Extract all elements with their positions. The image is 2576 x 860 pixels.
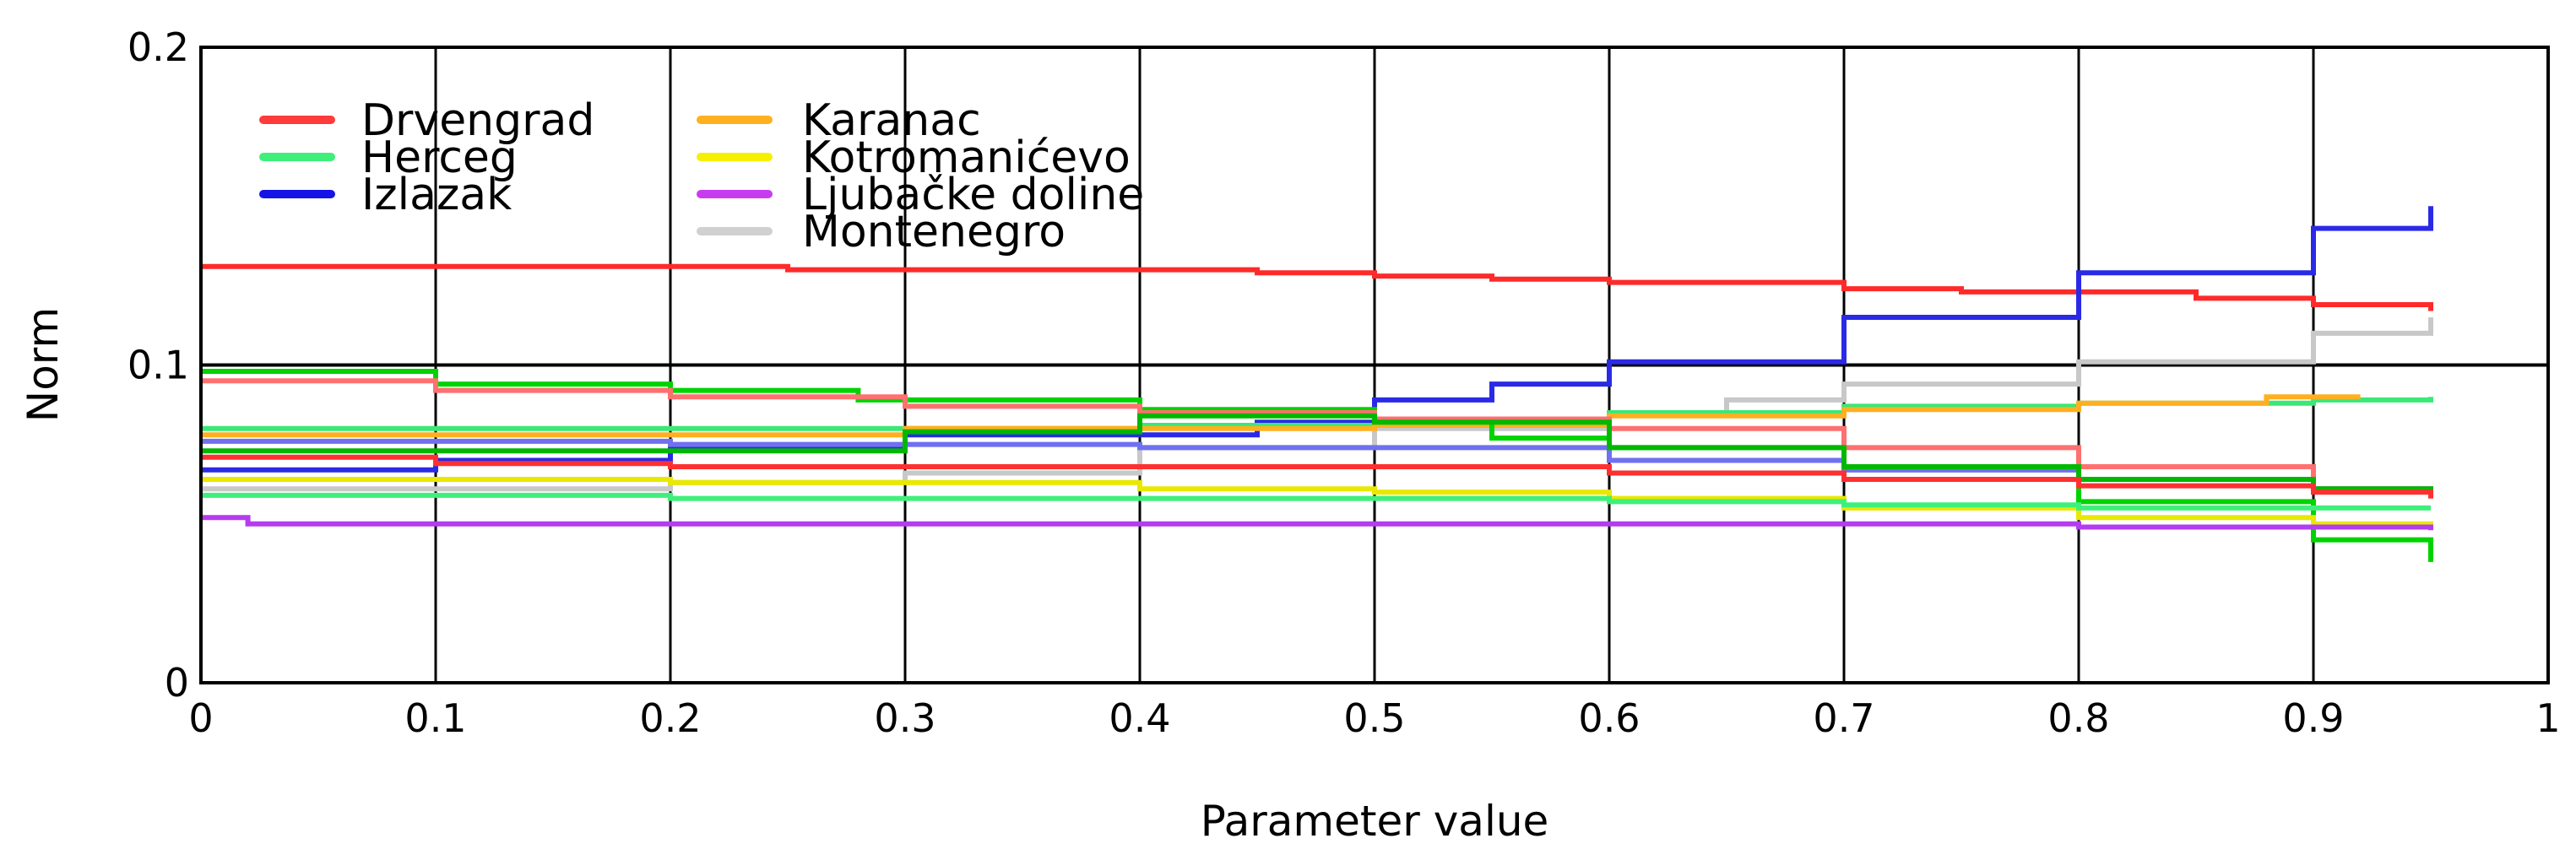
x-tick-label: 0.1 (404, 695, 466, 741)
series-line-9 (201, 413, 2433, 493)
series-line-5 (201, 394, 2361, 438)
series-line-13 (201, 515, 2433, 531)
x-tick-labels: 0 0.1 0.2 0.3 0.4 0.5 0.6 0.7 0.8 0.9 1 (188, 695, 2560, 741)
legend-label: Karanac (802, 95, 981, 146)
series-line-12 (201, 492, 2431, 511)
x-tick-label: 0.2 (639, 695, 701, 741)
y-tick-label: 0.2 (127, 24, 189, 70)
x-tick-label: 0.4 (1109, 695, 1170, 741)
x-tick-label: 0.3 (874, 695, 935, 741)
x-tick-label: 1 (2535, 695, 2560, 741)
y-tick-label: 0.1 (127, 343, 189, 388)
x-tick-label: 0.7 (1813, 695, 1874, 741)
x-tick-label: 0.5 (1343, 695, 1405, 741)
legend-label: Drvengrad (361, 95, 594, 146)
legend-label: Ljubačke doline (802, 170, 1144, 220)
series-line-1 (201, 263, 2433, 311)
y-tick-label: 0 (165, 660, 189, 706)
y-axis-label: Norm (19, 307, 68, 422)
series-line-10 (201, 454, 2433, 499)
plot-frame (199, 46, 2550, 684)
x-axis-label: Parameter value (1201, 797, 1549, 846)
series-group (201, 206, 2433, 562)
legend-label: Montenegro (802, 207, 1066, 257)
x-tick-label: 0 (188, 695, 213, 741)
legend-label: Herceg (361, 133, 518, 183)
legend-label: Izlazak (361, 170, 512, 220)
x-tick-label: 0.8 (2047, 695, 2109, 741)
y-tick-labels: 0 0.1 0.2 (127, 24, 189, 706)
x-tick-label: 0.9 (2282, 695, 2344, 741)
legend-label: Kotromanićevo (802, 133, 1131, 183)
x-tick-label: 0.6 (1578, 695, 1640, 741)
